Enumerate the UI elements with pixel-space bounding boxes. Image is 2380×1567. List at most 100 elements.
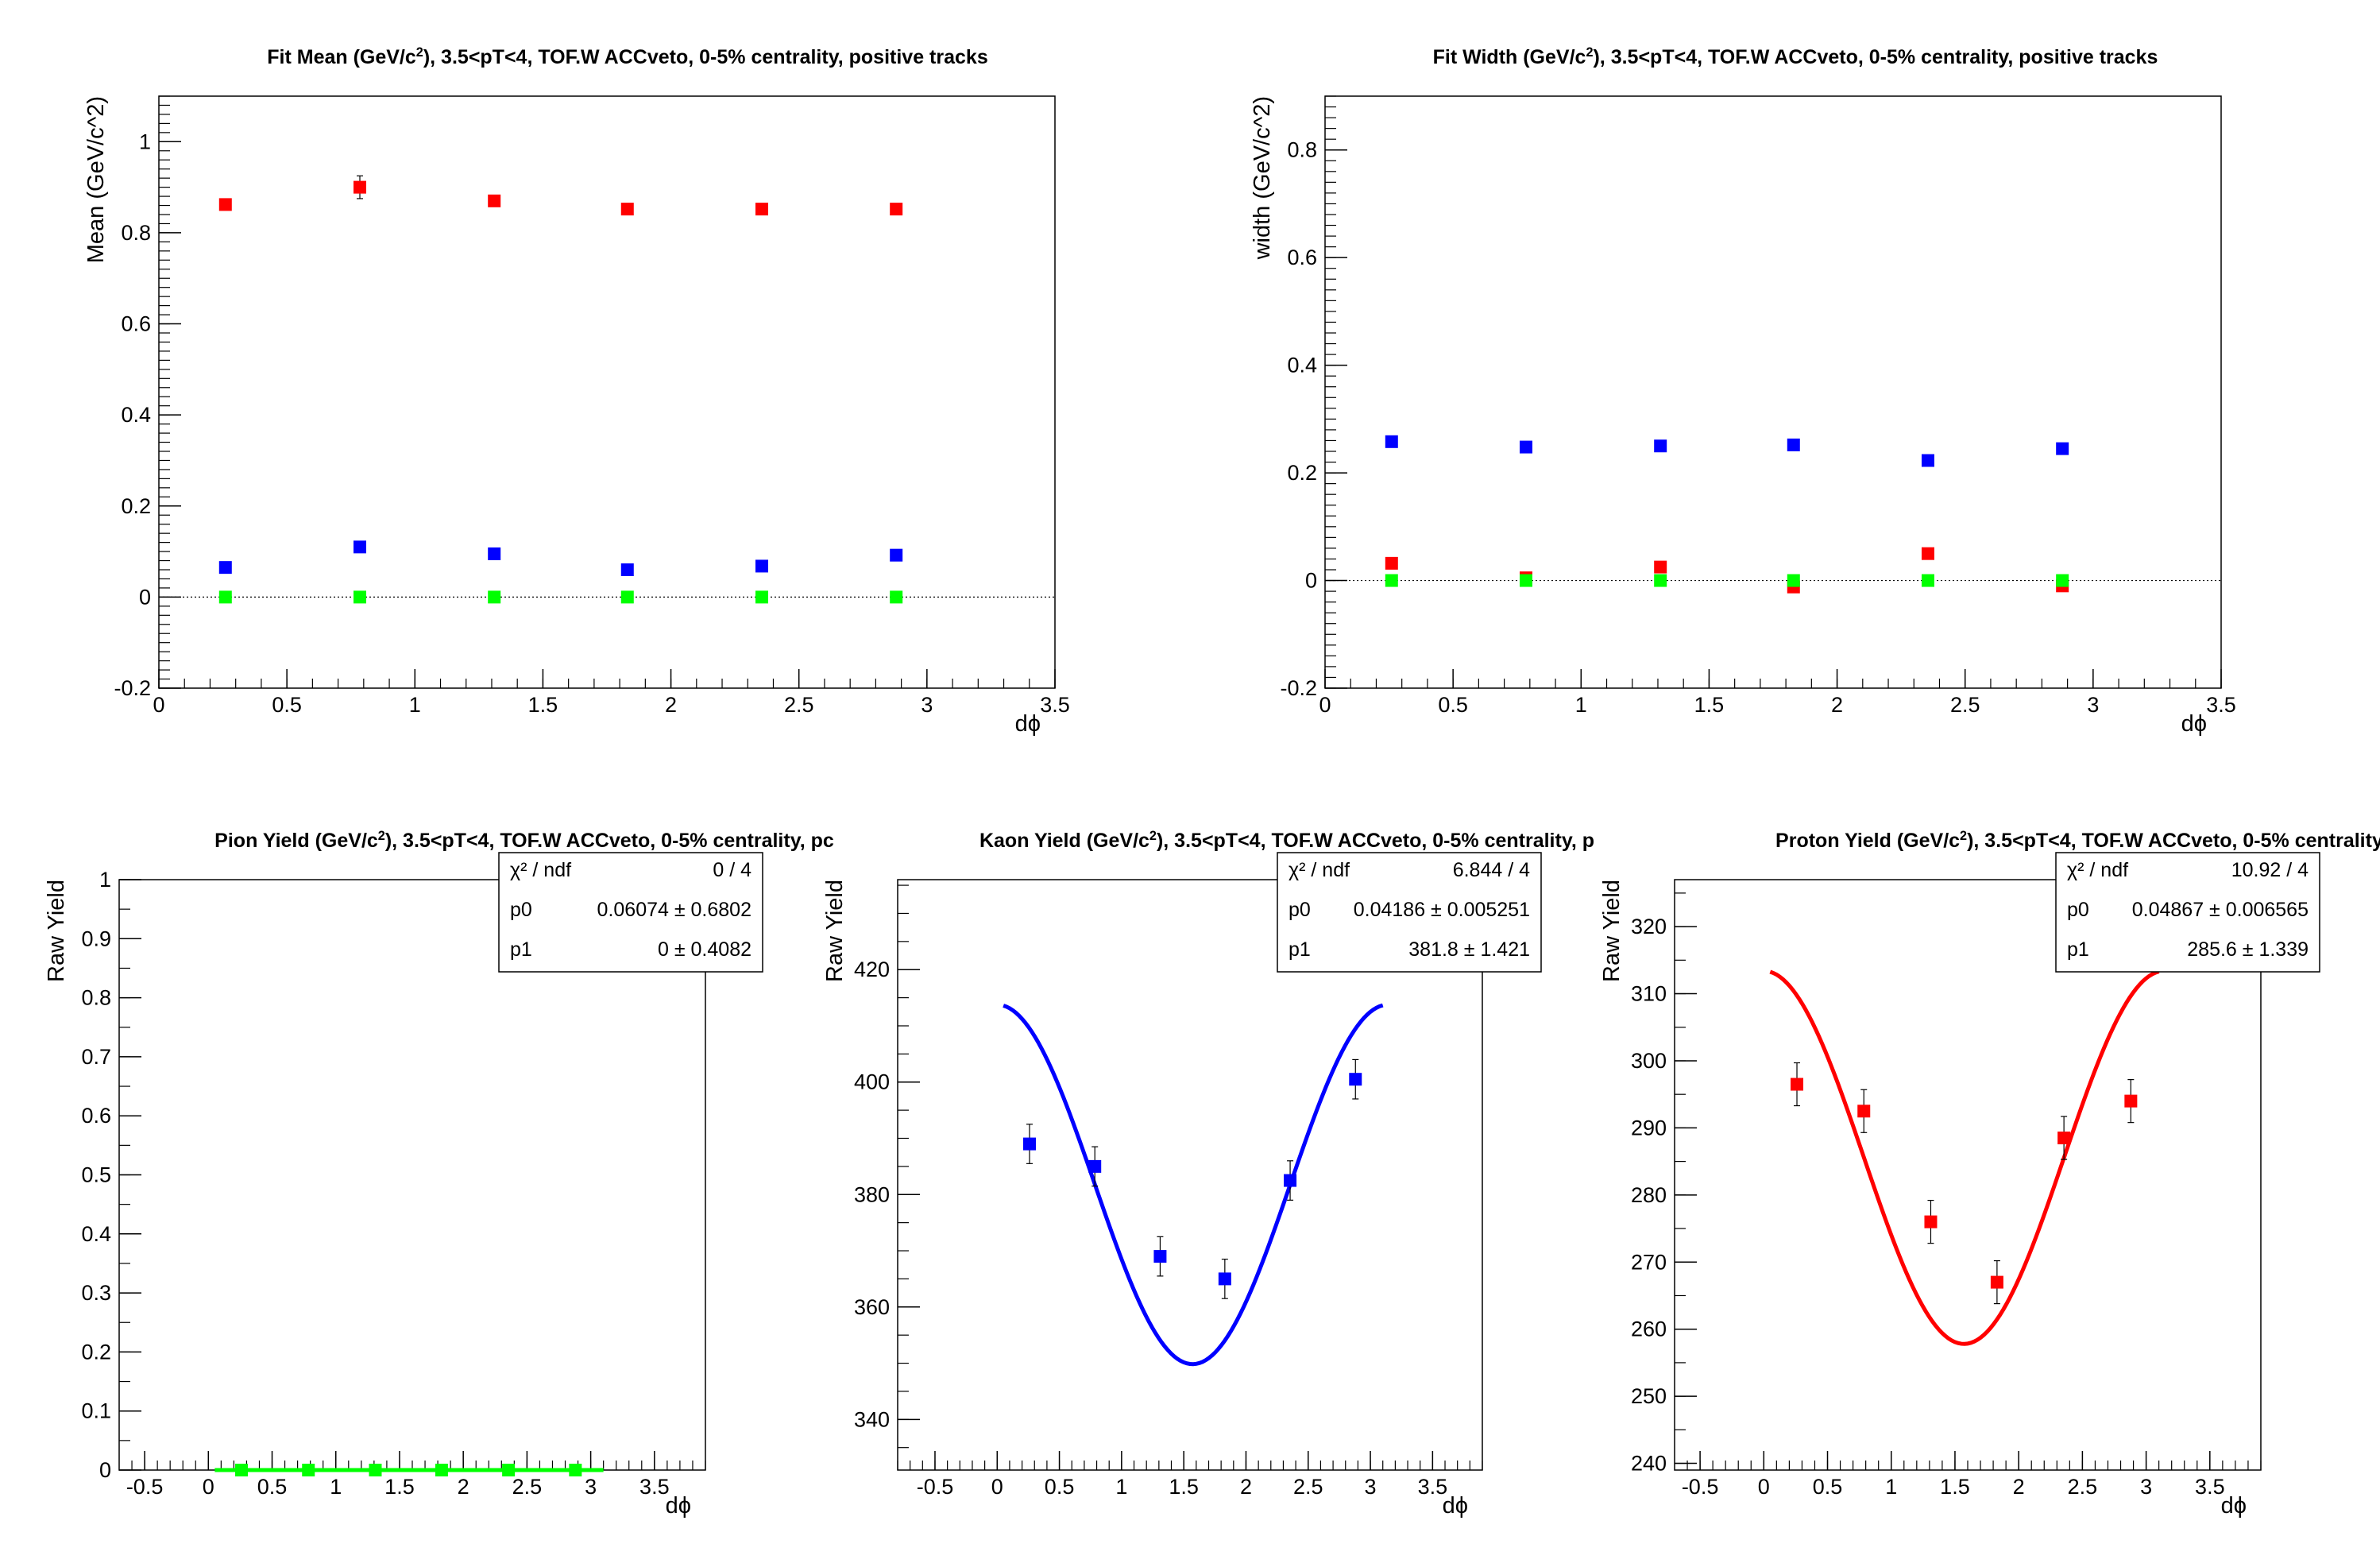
data-point: [1787, 574, 1800, 587]
y-tick-label: 0.2: [121, 494, 151, 518]
y-tick-label: 0.2: [1287, 461, 1317, 485]
x-tick-label: 1.5: [1169, 1475, 1199, 1499]
data-point: [1022, 1137, 1036, 1151]
x-tick-label: 3.5: [1418, 1475, 1448, 1499]
x-axis-label: dϕ: [666, 1493, 691, 1519]
y-tick-label: 360: [854, 1295, 890, 1319]
x-tick-label: 3.5: [2206, 693, 2236, 717]
y-tick-label: 0: [1305, 569, 1317, 593]
data-point: [755, 203, 768, 216]
series-2: [218, 540, 903, 576]
data-point: [1921, 547, 1934, 560]
data-point: [488, 194, 501, 207]
data-point: [1921, 454, 1934, 467]
data-point: [1990, 1275, 2003, 1289]
stats-box-frame: [2055, 852, 2320, 973]
x-axis-label: dϕ: [1443, 1493, 1468, 1519]
data-point: [1284, 1174, 1297, 1187]
x-tick-label: 2.5: [1950, 693, 1980, 717]
x-tick-label: 3.5: [2195, 1475, 2225, 1499]
fit-stats-box: χ² / ndf 6.844 / 4 p0 0.04186 ± 0.005251 p1 3…: [1277, 852, 1542, 973]
y-tick-label: 240: [1631, 1452, 1667, 1476]
x-tick-label: 1.5: [1694, 693, 1725, 717]
data-point: [502, 1464, 516, 1476]
y-tick-label: 0.7: [81, 1045, 111, 1069]
series-3: [1385, 574, 2069, 587]
chart-title: Fit Mean (GeV/c2), 3.5<pT<4, TOF.W ACCve…: [267, 45, 987, 68]
data-point: [1519, 574, 1532, 587]
y-tick-label: 380: [854, 1182, 890, 1206]
plot-frame: [1324, 95, 2222, 689]
chart-panel-3: Pion Yield (GeV/c2), 3.5<pT<4, TOF.W ACC…: [44, 829, 834, 1519]
y-tick-label: 0.9: [81, 927, 111, 950]
chart-title: Proton Yield (GeV/c2), 3.5<pT<4, TOF.W A…: [1775, 829, 2380, 852]
x-tick-label: 0.5: [1438, 693, 1468, 717]
y-tick-label: 0.8: [121, 221, 151, 245]
stats-value: 0 ± 0.4082: [658, 938, 751, 961]
y-tick-label: 280: [1631, 1183, 1667, 1207]
y-tick-label: 420: [854, 958, 890, 981]
data-point: [620, 590, 634, 604]
data-point: [218, 198, 232, 211]
x-tick-label: 3: [921, 693, 933, 717]
y-tick-label: 0.6: [81, 1104, 111, 1128]
stats-box-frame: [1277, 852, 1542, 973]
x-tick-label: 2: [2013, 1475, 2025, 1499]
y-tick-label: 250: [1631, 1384, 1667, 1408]
chart-title: Fit Width (GeV/c2), 3.5<pT<4, TOF.W ACCv…: [1433, 45, 2158, 68]
data-point: [1921, 574, 1934, 587]
fit-curve: [1003, 1003, 1384, 1367]
y-tick-label: 400: [854, 1070, 890, 1094]
x-tick-label: -0.5: [1682, 1475, 1719, 1499]
stats-label: χ² / ndf: [1289, 859, 1350, 881]
stats-label: p1: [2067, 938, 2089, 961]
data-point: [488, 590, 501, 604]
stats-label: p0: [1289, 899, 1311, 921]
y-tick-label: 310: [1631, 982, 1667, 1006]
y-tick-label: 0.8: [81, 986, 111, 1010]
stats-value: 10.92 / 4: [2231, 859, 2309, 881]
data-point: [218, 590, 232, 604]
stats-label: p1: [1289, 938, 1311, 961]
x-tick-label: 0: [153, 693, 164, 717]
series-1: [235, 1464, 582, 1476]
y-tick-label: 0.4: [1287, 354, 1317, 377]
stats-value: 0 / 4: [713, 859, 751, 881]
data-point: [2056, 442, 2069, 455]
data-point: [1088, 1159, 1102, 1173]
data-point: [353, 180, 366, 194]
x-tick-label: 3.5: [1040, 693, 1070, 717]
chart-panel-5: Proton Yield (GeV/c2), 3.5<pT<4, TOF.W A…: [1599, 829, 2380, 1519]
x-tick-label: 1.5: [528, 693, 558, 717]
y-tick-label: 340: [854, 1407, 890, 1431]
data-point: [890, 590, 903, 604]
data-point: [1857, 1105, 1871, 1118]
x-tick-label: 1: [1885, 1475, 1897, 1499]
stats-label: p0: [2067, 899, 2089, 921]
x-tick-label: 0.5: [272, 693, 302, 717]
stats-label: p1: [510, 938, 532, 961]
data-point: [569, 1464, 582, 1476]
x-tick-label: 0.5: [257, 1475, 288, 1499]
x-tick-label: -0.5: [917, 1475, 954, 1499]
y-tick-label: 260: [1631, 1317, 1667, 1341]
data-point: [2057, 1132, 2071, 1145]
fit-curve: [1769, 969, 2160, 1346]
x-tick-label: 1.5: [1940, 1475, 1970, 1499]
x-tick-label: 0: [203, 1475, 214, 1499]
data-point: [1349, 1073, 1362, 1086]
data-point: [302, 1464, 315, 1476]
stats-value: 6.844 / 4: [1453, 859, 1530, 881]
y-tick-label: 1: [139, 130, 151, 153]
y-tick-label: 300: [1631, 1049, 1667, 1073]
y-tick-label: -0.2: [114, 676, 151, 700]
y-axis-label: width (GeV/c^2): [1250, 96, 1275, 260]
x-tick-label: 0: [991, 1475, 1003, 1499]
plot-frame: [897, 879, 1483, 1471]
fit-stats-box: χ² / ndf 10.92 / 4 p0 0.04867 ± 0.006565 p1 2…: [2055, 852, 2320, 973]
data-point: [1519, 440, 1532, 454]
y-tick-label: 0.4: [81, 1222, 111, 1246]
data-point: [620, 563, 634, 576]
data-point: [890, 548, 903, 562]
data-point: [755, 559, 768, 573]
